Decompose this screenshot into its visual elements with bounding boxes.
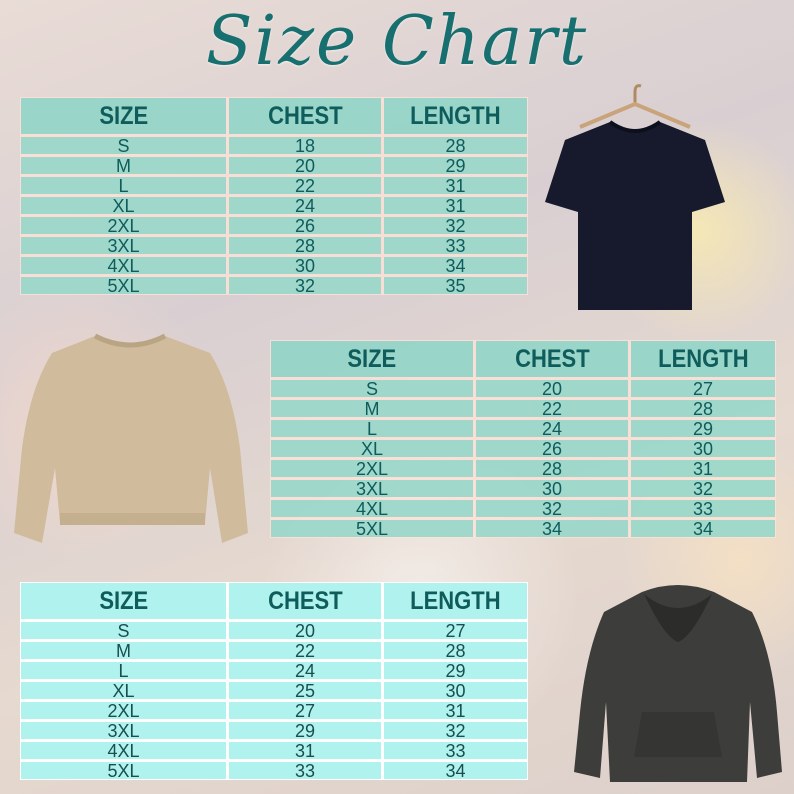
table-cell-length: 31 — [384, 197, 527, 215]
column-header-size: SIZE — [21, 98, 226, 134]
table-cell-chest: 28 — [476, 460, 628, 478]
table-cell-length: 31 — [631, 460, 775, 478]
table-cell-length: 32 — [384, 722, 527, 740]
table-cell-size: 4XL — [21, 742, 226, 760]
column-header-chest: CHEST — [229, 583, 381, 619]
table-cell-chest: 24 — [229, 662, 381, 680]
table-cell-chest: 31 — [229, 742, 381, 760]
table-cell-chest: 24 — [229, 197, 381, 215]
table-cell-length: 29 — [631, 420, 775, 438]
table-cell-size: 5XL — [21, 762, 226, 780]
table-cell-chest: 30 — [229, 257, 381, 275]
page-title: Size Chart — [205, 2, 589, 81]
table-cell-chest: 27 — [229, 702, 381, 720]
table-cell-length: 29 — [384, 157, 527, 175]
column-header-label: CHEST — [267, 101, 343, 130]
column-header-length: LENGTH — [631, 341, 775, 377]
column-header-size: SIZE — [271, 341, 473, 377]
column-header-label: SIZE — [99, 101, 148, 130]
column-header-chest: CHEST — [229, 98, 381, 134]
table-cell-size: 2XL — [21, 217, 226, 235]
column-header-label: CHEST — [267, 586, 343, 615]
table-cell-length: 28 — [631, 400, 775, 418]
table-cell-length: 33 — [384, 742, 527, 760]
table-cell-length: 35 — [384, 277, 527, 295]
table-cell-length: 30 — [384, 682, 527, 700]
table-cell-size: L — [21, 177, 226, 195]
table-cell-length: 34 — [384, 762, 527, 780]
table-cell-length: 32 — [384, 217, 527, 235]
column-header-label: CHEST — [514, 344, 590, 373]
table-cell-chest: 25 — [229, 682, 381, 700]
table-cell-length: 34 — [384, 257, 527, 275]
column-header-label: LENGTH — [410, 101, 501, 130]
table-cell-size: 4XL — [271, 500, 473, 518]
table-cell-chest: 20 — [476, 380, 628, 398]
column-header-label: LENGTH — [410, 586, 501, 615]
t-shirt-image — [545, 84, 725, 310]
table-cell-size: M — [21, 642, 226, 660]
table-cell-length: 28 — [384, 642, 527, 660]
table-cell-length: 33 — [631, 500, 775, 518]
table-cell-size: M — [21, 157, 226, 175]
table-cell-length: 29 — [384, 662, 527, 680]
table-cell-size: 5XL — [21, 277, 226, 295]
table-cell-chest: 32 — [229, 277, 381, 295]
sweatshirt-image — [14, 333, 248, 543]
table-cell-size: S — [21, 137, 226, 155]
table-cell-size: L — [271, 420, 473, 438]
size-table-sweatshirt: SIZE CHEST LENGTH S 20 27 M 22 28 L 24 29 XL 26 30 2XL 2… — [270, 340, 776, 538]
size-table-tshirt: SIZE CHEST LENGTH S 18 28 M 20 29 L 22 31 XL 24 31 2XL 2… — [20, 97, 528, 295]
table-cell-chest: 26 — [229, 217, 381, 235]
table-cell-chest: 30 — [476, 480, 628, 498]
table-cell-chest: 24 — [476, 420, 628, 438]
table-cell-size: 4XL — [21, 257, 226, 275]
table-cell-chest: 29 — [229, 722, 381, 740]
table-cell-size: 2XL — [21, 702, 226, 720]
hoodie-image — [574, 585, 782, 782]
table-cell-size: S — [21, 622, 226, 640]
table-cell-length: 33 — [384, 237, 527, 255]
table-cell-size: S — [271, 380, 473, 398]
column-header-length: LENGTH — [384, 98, 527, 134]
table-cell-chest: 32 — [476, 500, 628, 518]
table-cell-size: XL — [21, 682, 226, 700]
table-cell-chest: 28 — [229, 237, 381, 255]
table-cell-chest: 20 — [229, 622, 381, 640]
table-cell-chest: 22 — [229, 177, 381, 195]
column-header-label: LENGTH — [657, 344, 749, 373]
table-cell-length: 27 — [384, 622, 527, 640]
table-cell-length: 31 — [384, 177, 527, 195]
table-cell-size: 3XL — [21, 237, 226, 255]
table-cell-size: 3XL — [21, 722, 226, 740]
table-cell-length: 30 — [631, 440, 775, 458]
table-cell-length: 28 — [384, 137, 527, 155]
table-cell-size: XL — [21, 197, 226, 215]
table-cell-length: 34 — [631, 520, 775, 538]
table-cell-size: 3XL — [271, 480, 473, 498]
column-header-length: LENGTH — [384, 583, 527, 619]
table-cell-chest: 22 — [476, 400, 628, 418]
table-cell-size: L — [21, 662, 226, 680]
table-cell-size: 2XL — [271, 460, 473, 478]
table-cell-chest: 18 — [229, 137, 381, 155]
table-cell-chest: 33 — [229, 762, 381, 780]
table-cell-chest: 20 — [229, 157, 381, 175]
table-cell-size: 5XL — [271, 520, 473, 538]
size-table-hoodie: SIZE CHEST LENGTH S 20 27 M 22 28 L 24 29 XL 25 30 2XL 2… — [20, 582, 528, 780]
table-cell-chest: 26 — [476, 440, 628, 458]
table-cell-chest: 22 — [229, 642, 381, 660]
table-cell-length: 32 — [631, 480, 775, 498]
column-header-label: SIZE — [99, 586, 148, 615]
column-header-label: SIZE — [347, 344, 397, 373]
column-header-size: SIZE — [21, 583, 226, 619]
table-cell-size: XL — [271, 440, 473, 458]
table-cell-length: 27 — [631, 380, 775, 398]
table-cell-length: 31 — [384, 702, 527, 720]
table-cell-size: M — [271, 400, 473, 418]
table-cell-chest: 34 — [476, 520, 628, 538]
column-header-chest: CHEST — [476, 341, 628, 377]
